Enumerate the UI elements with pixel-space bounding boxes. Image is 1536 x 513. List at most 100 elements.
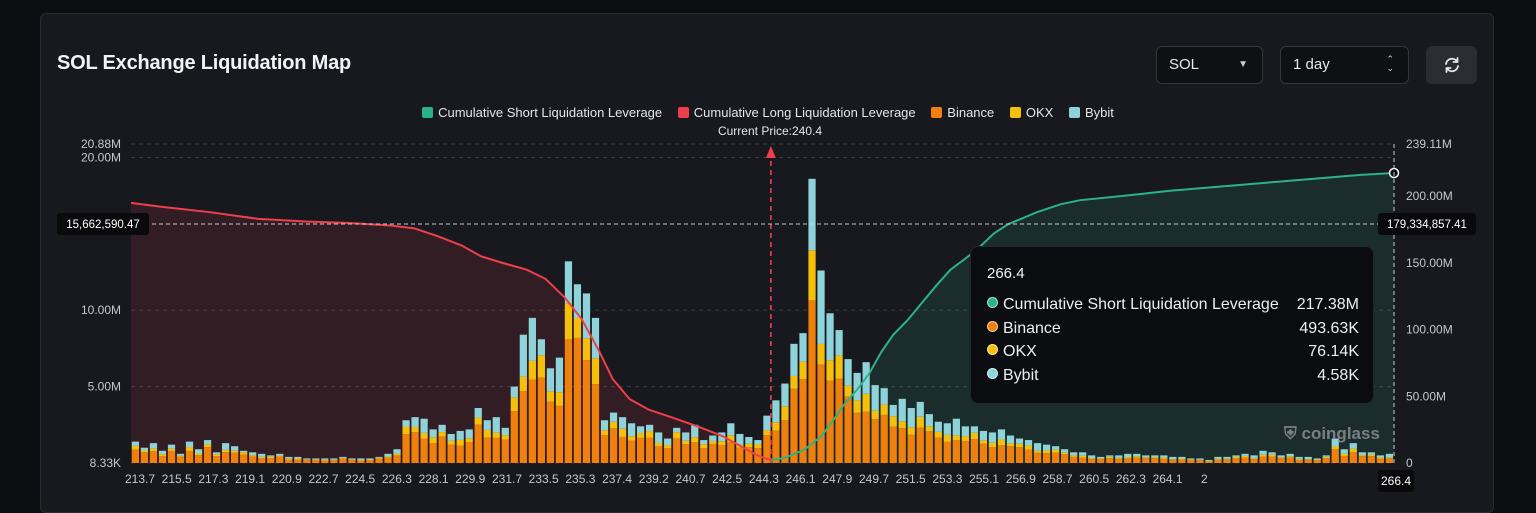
bar-bybit — [727, 423, 735, 436]
range-select[interactable]: 1 day ⌃ ⌄ — [1280, 46, 1409, 84]
bar-okx — [1277, 457, 1285, 459]
bar-bybit — [276, 453, 284, 456]
bar-bybit — [591, 317, 600, 359]
bar-bybit — [1367, 452, 1375, 455]
bar-bybit — [754, 440, 762, 445]
tooltip-label: OKX — [1003, 343, 1037, 360]
bar-binance — [727, 442, 735, 463]
bar-bybit — [673, 427, 681, 433]
bar-bybit — [140, 447, 149, 451]
bar-bybit — [988, 432, 997, 443]
bar-bybit — [736, 433, 744, 445]
legend-item-long[interactable]: Cumulative Long Liquidation Leverage — [677, 105, 916, 120]
legend-item-binance[interactable]: Binance — [931, 105, 994, 120]
bar-okx — [1367, 454, 1375, 457]
bar-okx — [1033, 450, 1042, 453]
bar-bybit — [1178, 456, 1186, 459]
coin-select[interactable]: SOL ▼ — [1156, 46, 1263, 84]
bar-okx — [772, 422, 780, 431]
bar-okx — [267, 456, 275, 459]
bar-bybit — [763, 415, 771, 431]
bar-okx — [375, 457, 383, 459]
bar-okx — [564, 303, 573, 340]
bar-okx — [988, 442, 997, 448]
x-tick-label: 233.5 — [529, 472, 559, 486]
bar-binance — [240, 454, 248, 463]
bar-binance — [673, 438, 681, 463]
bar-binance — [934, 437, 942, 463]
bar-bybit — [438, 424, 446, 433]
legend-item-short[interactable]: Cumulative Short Liquidation Leverage — [422, 105, 662, 120]
bar-binance — [564, 339, 573, 463]
x-tick-label: 255.1 — [969, 472, 999, 486]
bar-binance — [375, 458, 383, 463]
bar-okx — [817, 343, 825, 365]
bar-binance — [609, 428, 618, 463]
legend-swatch — [677, 107, 689, 118]
bar-bybit — [997, 429, 1006, 440]
bar-binance — [501, 439, 509, 463]
x-tick-label: 260.5 — [1079, 472, 1109, 486]
bar-binance — [176, 456, 185, 463]
bar-okx — [222, 449, 230, 453]
bar-okx — [249, 455, 257, 457]
bar-binance — [1106, 458, 1114, 463]
bar-binance — [1259, 456, 1267, 463]
tooltip-label: Cumulative Short Liquidation Leverage — [1003, 296, 1279, 313]
bar-okx — [492, 432, 500, 438]
bar-okx — [600, 430, 609, 436]
bar-binance — [140, 452, 149, 463]
legend-swatch — [1068, 107, 1080, 118]
x-tick-label: 251.5 — [896, 472, 926, 486]
watermark-text: coinglass — [1301, 424, 1380, 443]
bar-bybit — [1015, 438, 1024, 444]
bar-binance — [339, 458, 347, 463]
bar-bybit — [943, 423, 951, 435]
bar-okx — [510, 397, 518, 412]
bar-binance — [808, 300, 816, 463]
bar-binance — [573, 337, 582, 463]
bar-bybit — [465, 429, 473, 439]
bar-binance — [149, 451, 158, 463]
bar-binance — [835, 378, 843, 463]
bar-binance — [682, 444, 690, 463]
y-right-tick-label: 50.00M — [1406, 389, 1446, 403]
bar-okx — [997, 439, 1006, 446]
bar-bybit — [474, 408, 482, 418]
bar-bybit — [1088, 455, 1096, 458]
bar-okx — [1151, 457, 1159, 459]
bar-bybit — [573, 284, 582, 318]
bar-binance — [1061, 454, 1069, 463]
chart-tooltip: 266.4 Cumulative Short Liquidation Lever… — [970, 246, 1374, 404]
bar-binance — [1268, 456, 1276, 463]
bar-bybit — [1142, 455, 1150, 458]
bar-okx — [1241, 455, 1249, 458]
tooltip-row: OKX 76.14K — [987, 343, 1359, 367]
bar-bybit — [393, 449, 401, 454]
bar-binance — [402, 434, 410, 463]
bar-okx — [799, 361, 807, 380]
bar-okx — [1115, 457, 1123, 459]
legend-item-bybit[interactable]: Bybit — [1068, 105, 1114, 120]
bar-bybit — [772, 400, 780, 423]
legend-item-okx[interactable]: OKX — [1009, 105, 1053, 120]
bar-okx — [393, 453, 401, 456]
bar-binance — [844, 396, 852, 463]
bar-okx — [420, 432, 428, 439]
bar-okx — [438, 432, 446, 437]
bar-bybit — [339, 456, 347, 458]
x-tick-label: 256.9 — [1006, 472, 1036, 486]
bar-okx — [1259, 454, 1267, 457]
refresh-button[interactable] — [1426, 46, 1477, 84]
cumulative-short-line — [770, 171, 1395, 462]
bar-okx — [1061, 452, 1069, 455]
bar-bybit — [1259, 450, 1267, 455]
bar-bybit — [357, 458, 365, 460]
bar-binance — [1385, 458, 1393, 463]
bar-okx — [618, 428, 627, 437]
bar-binance — [637, 437, 645, 463]
bar-bybit — [952, 418, 960, 436]
bar-bybit — [330, 458, 338, 460]
bar-binance — [1349, 452, 1357, 463]
